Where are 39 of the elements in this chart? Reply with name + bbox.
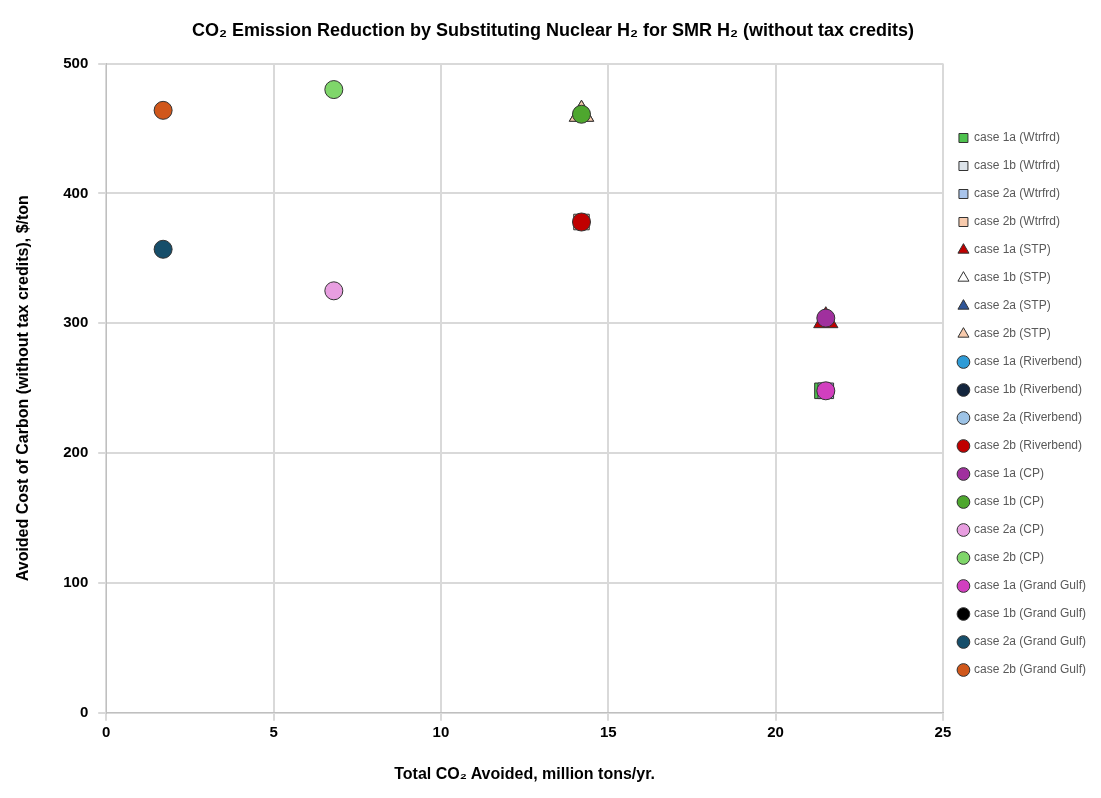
- y-axis-title: Avoided Cost of Carbon (without tax credits), $/ton: [14, 195, 32, 582]
- x-tick-label: 5: [269, 722, 278, 740]
- legend-label: case 1b (Grand Gulf): [973, 606, 1087, 621]
- legend-label: case 1b (Wtrfrd): [973, 158, 1060, 173]
- legend-label: case 1b (CP): [973, 494, 1044, 509]
- legend-label: case 1a (Riverbend): [973, 354, 1083, 369]
- legend-label: case 2a (CP): [973, 522, 1044, 537]
- point: [153, 100, 173, 120]
- legend-label: case 1a (CP): [973, 466, 1044, 481]
- legend-label: case 2a (STP): [973, 298, 1051, 313]
- point: [153, 239, 173, 259]
- y-tick-label: 100: [63, 573, 89, 591]
- y-tick-label: 500: [63, 53, 89, 71]
- legend-label: case 2a (Wtrfrd): [973, 186, 1060, 201]
- legend-label: case 1b (Riverbend): [973, 382, 1083, 397]
- y-tick-label: 200: [63, 443, 89, 461]
- y-tick-label: 400: [63, 183, 89, 201]
- y-tick-label: 300: [63, 313, 89, 331]
- legend-label: case 2a (Grand Gulf): [973, 634, 1087, 649]
- x-tick-label: 15: [599, 722, 617, 740]
- x-tick-label: 25: [934, 722, 952, 740]
- x-axis-title: Total CO₂ Avoided, million tons/yr.: [394, 764, 655, 782]
- legend-label: case 1a (Wtrfrd): [973, 130, 1060, 145]
- point: [324, 80, 344, 100]
- legend-label: case 2b (Wtrfrd): [973, 214, 1060, 229]
- legend-label: case 2a (Riverbend): [973, 410, 1083, 425]
- legend-label: case 1b (STP): [973, 270, 1051, 285]
- y-tick-label: 0: [79, 702, 89, 720]
- x-tick-label: 10: [432, 722, 450, 740]
- legend-label: case 2b (STP): [973, 326, 1051, 341]
- x-tick-label: 0: [102, 722, 111, 740]
- legend-label: case 1a (STP): [973, 242, 1051, 257]
- x-tick-label: 20: [767, 722, 784, 740]
- legend-label: case 1a (Grand Gulf): [973, 578, 1087, 593]
- chart-title: CO₂ Emission Reduction by Substituting Nuclear H₂ for SMR H₂ (without tax credits): [191, 19, 915, 40]
- point: [324, 281, 344, 301]
- legend-label: case 2b (CP): [973, 550, 1044, 565]
- legend-label: case 2b (Grand Gulf): [973, 662, 1087, 677]
- legend-label: case 2b (Riverbend): [973, 438, 1083, 453]
